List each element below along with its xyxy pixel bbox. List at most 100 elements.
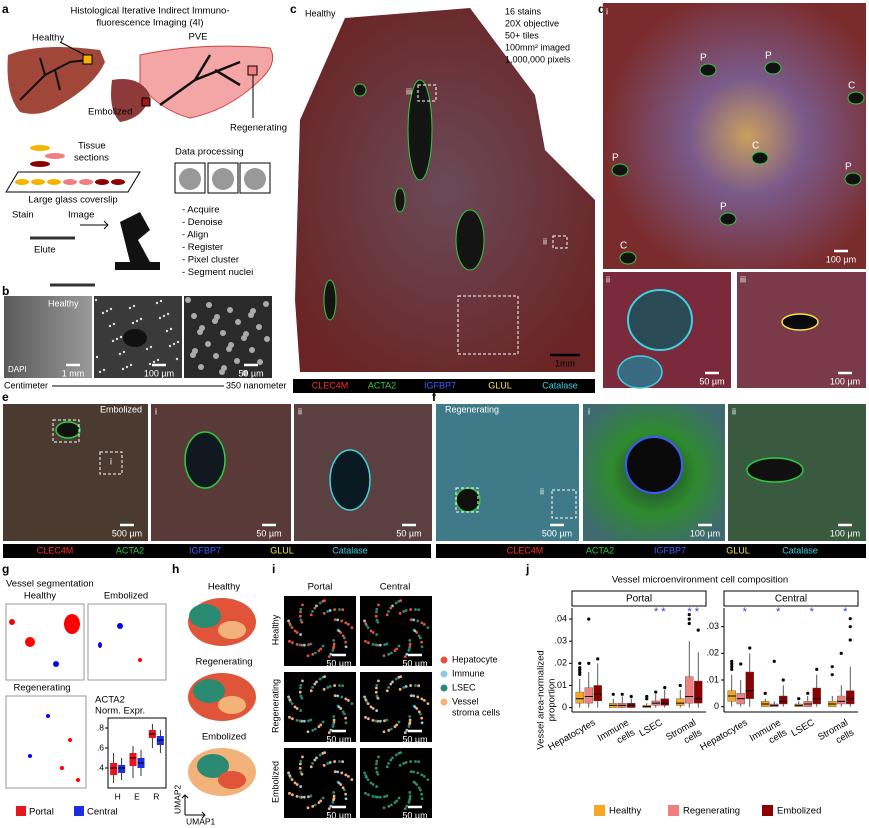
cell [414, 608, 417, 611]
inset-box [99, 451, 123, 475]
cell [290, 641, 294, 645]
label: Stain [12, 210, 34, 221]
cell [382, 654, 386, 658]
cell [364, 715, 367, 719]
segment [76, 778, 80, 782]
nucleus [108, 324, 112, 328]
x-tick-label: LSEC [638, 717, 665, 739]
tile-sample [244, 168, 266, 190]
cell [404, 609, 408, 612]
outlier [629, 694, 633, 699]
cell [409, 770, 413, 774]
outlier [578, 666, 582, 670]
label: Tissue [78, 141, 106, 152]
box [694, 680, 703, 704]
cell [375, 770, 379, 774]
label: 50+ tiles [505, 30, 539, 40]
outlier [645, 697, 649, 701]
cell [375, 759, 379, 763]
nucleus [257, 359, 263, 365]
cell [341, 760, 345, 764]
cell [311, 804, 315, 808]
vessel [455, 487, 481, 513]
cell [322, 687, 326, 691]
nucleus [219, 369, 225, 375]
section [30, 161, 50, 167]
label: Embolized [88, 107, 132, 118]
cell [393, 725, 397, 729]
seg-frame [5, 695, 87, 789]
scale-label: 50 µm [402, 810, 427, 820]
facet-label: Central [775, 594, 807, 605]
cell [332, 798, 335, 802]
cell [321, 796, 325, 800]
cell [387, 652, 391, 656]
label: Image [68, 210, 94, 221]
scale-label: 50 µm [238, 368, 263, 378]
cell [409, 684, 413, 687]
cell [329, 804, 333, 808]
cell [302, 795, 306, 799]
cell [385, 718, 389, 722]
label: 1mm [555, 358, 575, 368]
cell [374, 610, 378, 614]
legend-label: Vessel [452, 696, 479, 706]
label: C [620, 241, 627, 252]
tissue-overview [295, 8, 595, 372]
cell [375, 618, 379, 622]
nucleus [149, 345, 153, 349]
legend-swatch [762, 805, 773, 816]
cell [375, 694, 379, 698]
cell [408, 642, 412, 646]
legend-label: Immune [452, 668, 485, 678]
nucleus [185, 297, 191, 303]
cell [374, 643, 378, 647]
label: PVE [188, 32, 207, 43]
cell [420, 792, 424, 796]
nucleus [249, 347, 255, 353]
panel-letter: g [2, 562, 9, 576]
scale-label: 50 µm [396, 528, 421, 538]
cell [332, 642, 336, 646]
stain-label: CLEC4M [312, 380, 349, 390]
segment [68, 738, 72, 742]
cell [306, 654, 310, 658]
label: Norm. Expr. [95, 706, 145, 717]
outlier [696, 628, 700, 632]
label: i [606, 6, 608, 16]
cell [404, 761, 408, 764]
label: Portal [308, 582, 333, 593]
arrow [80, 220, 109, 230]
box [745, 671, 754, 699]
cell [329, 652, 333, 656]
cell [420, 640, 424, 644]
vessel [611, 163, 629, 177]
tile-sample [179, 168, 201, 190]
nucleus [205, 341, 211, 347]
label: C [848, 81, 855, 92]
stain-label: CLEC4M [37, 545, 74, 555]
cell [371, 642, 375, 646]
segment [46, 714, 50, 718]
vessel [323, 279, 337, 321]
label: Regenerating [230, 123, 287, 134]
segment [60, 766, 64, 770]
label: Healthy [208, 582, 240, 593]
cell [307, 719, 310, 723]
nucleus [227, 307, 233, 313]
cell [376, 696, 380, 700]
label: P [845, 162, 852, 173]
legend-swatch [668, 805, 679, 816]
nucleus [168, 344, 172, 348]
cell [301, 603, 304, 607]
label: Regenerating [13, 683, 70, 694]
cell [343, 636, 346, 640]
cell [323, 675, 327, 678]
cell [309, 765, 313, 769]
cell [333, 760, 337, 763]
cell [383, 795, 386, 799]
label: ii [298, 406, 302, 416]
nucleus [139, 317, 143, 321]
label: - Pixel cluster [182, 255, 239, 266]
cell [326, 762, 330, 765]
